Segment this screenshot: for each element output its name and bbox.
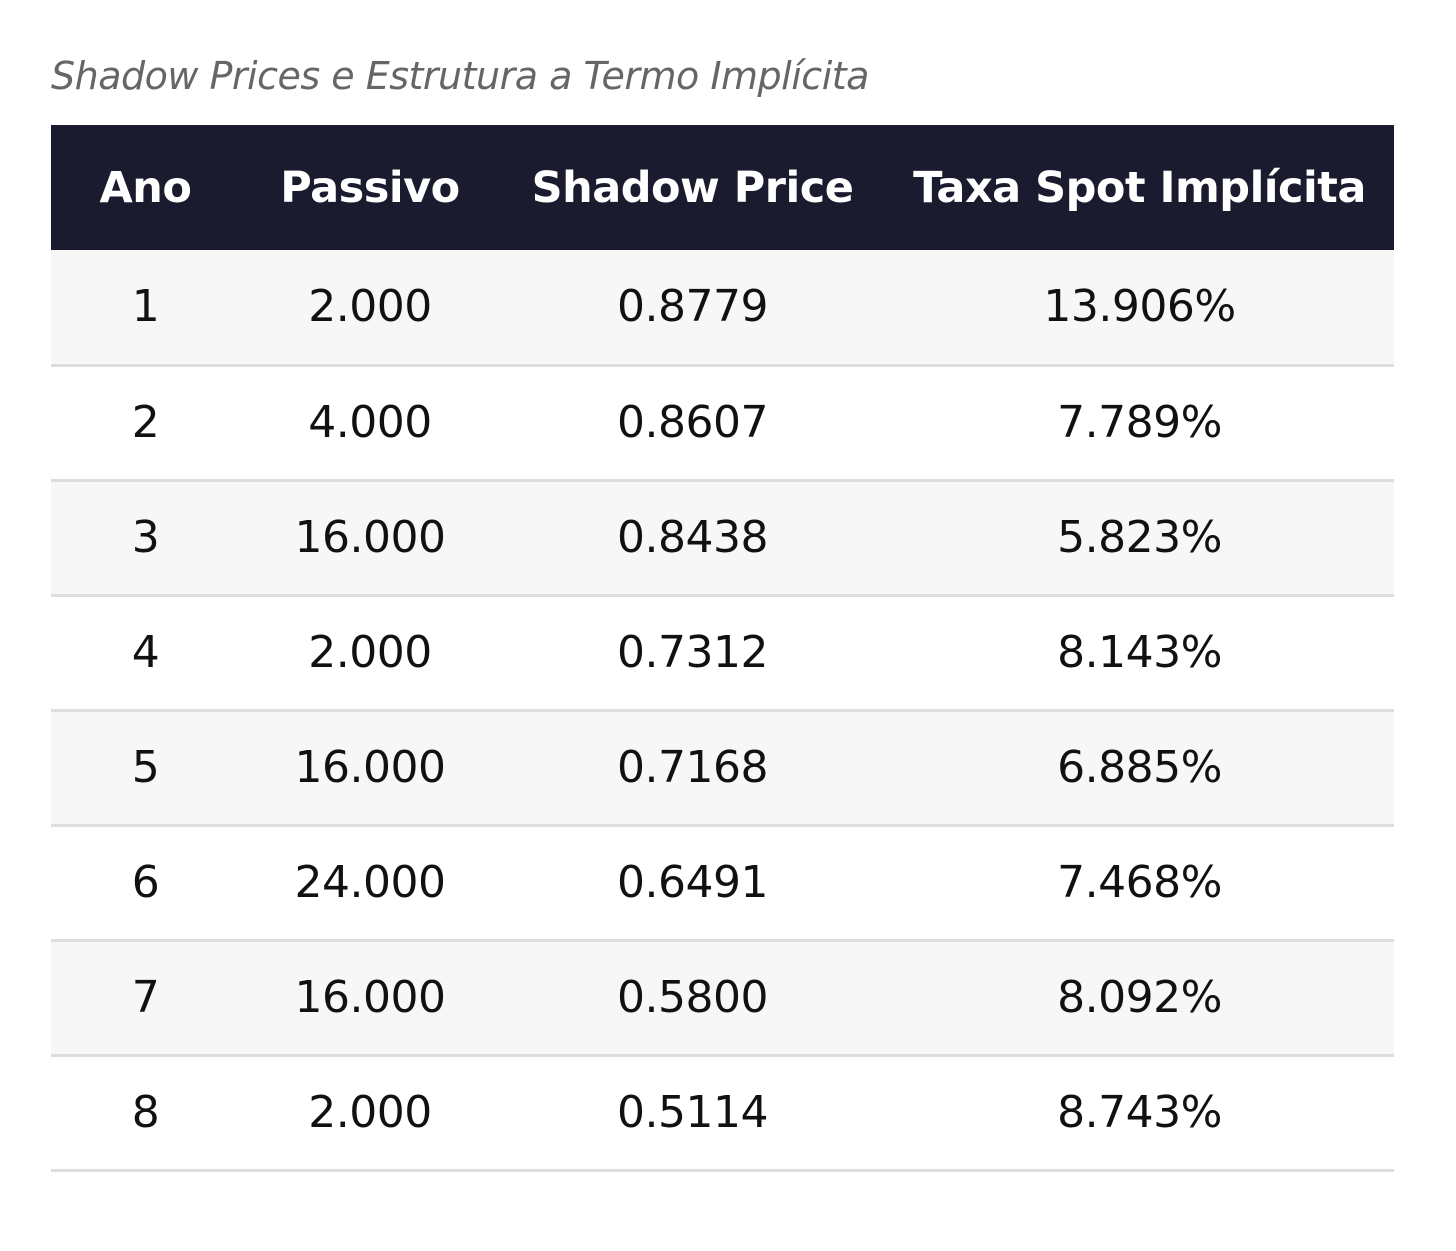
- cell-shadow-price: 0.7168: [617, 742, 768, 793]
- table-caption: Shadow Prices e Estrutura a Termo Implíc…: [51, 54, 869, 98]
- cell-shadow-price: 0.8607: [617, 397, 768, 448]
- cell-taxa-spot: 8.092%: [1057, 972, 1222, 1023]
- cell-passivo: 16.000: [294, 512, 446, 563]
- header-passivo: Passivo: [280, 162, 460, 213]
- header-row: Ano Passivo Shadow Price Taxa Spot Implí…: [51, 125, 1394, 250]
- cell-passivo: 16.000: [294, 742, 446, 793]
- cell-passivo: 4.000: [308, 397, 432, 448]
- cell-ano: 6: [131, 857, 160, 908]
- table-row: 1 2.000 0.8779 13.906%: [51, 250, 1394, 365]
- table-row: 6 24.000 0.6491 7.468%: [51, 825, 1394, 940]
- cell-passivo: 16.000: [294, 972, 446, 1023]
- cell-passivo: 2.000: [308, 281, 432, 333]
- cell-shadow-price: 0.5114: [617, 1087, 768, 1138]
- cell-ano: 8: [131, 1087, 160, 1138]
- cell-shadow-price: 0.8779: [617, 281, 768, 333]
- cell-passivo: 2.000: [308, 1087, 432, 1138]
- table-header: Ano Passivo Shadow Price Taxa Spot Implí…: [51, 125, 1394, 250]
- cell-ano: 5: [131, 742, 160, 793]
- header-shadow-price: Shadow Price: [531, 162, 854, 213]
- cell-taxa-spot: 7.468%: [1057, 857, 1222, 908]
- header-ano: Ano: [99, 162, 192, 213]
- shadow-price-table: Ano Passivo Shadow Price Taxa Spot Implí…: [51, 125, 1394, 1172]
- cell-ano: 7: [131, 972, 160, 1023]
- table-row: 4 2.000 0.7312 8.143%: [51, 595, 1394, 710]
- table-row: 8 2.000 0.5114 8.743%: [51, 1055, 1394, 1170]
- cell-taxa-spot: 13.906%: [1043, 281, 1236, 333]
- cell-taxa-spot: 8.143%: [1057, 627, 1222, 678]
- table-row: 5 16.000 0.7168 6.885%: [51, 710, 1394, 825]
- cell-shadow-price: 0.5800: [617, 972, 768, 1023]
- cell-shadow-price: 0.8438: [617, 512, 768, 563]
- cell-shadow-price: 0.7312: [617, 627, 768, 678]
- cell-taxa-spot: 6.885%: [1057, 742, 1222, 793]
- table-row: 7 16.000 0.5800 8.092%: [51, 940, 1394, 1055]
- cell-ano: 4: [131, 627, 160, 678]
- cell-taxa-spot: 7.789%: [1057, 397, 1222, 448]
- cell-ano: 2: [131, 397, 160, 448]
- cell-taxa-spot: 5.823%: [1057, 512, 1222, 563]
- cell-shadow-price: 0.6491: [617, 857, 768, 908]
- table-body: 1 2.000 0.8779 13.906% 2 4.000 0.8607 7.…: [51, 250, 1394, 1170]
- table-row: 3 16.000 0.8438 5.823%: [51, 480, 1394, 595]
- cell-ano: 3: [131, 512, 160, 563]
- cell-ano: 1: [131, 281, 160, 333]
- header-taxa-spot: Taxa Spot Implícita: [913, 162, 1366, 213]
- cell-passivo: 24.000: [294, 857, 446, 908]
- table-row: 2 4.000 0.8607 7.789%: [51, 365, 1394, 480]
- cell-taxa-spot: 8.743%: [1057, 1087, 1222, 1138]
- cell-passivo: 2.000: [308, 627, 432, 678]
